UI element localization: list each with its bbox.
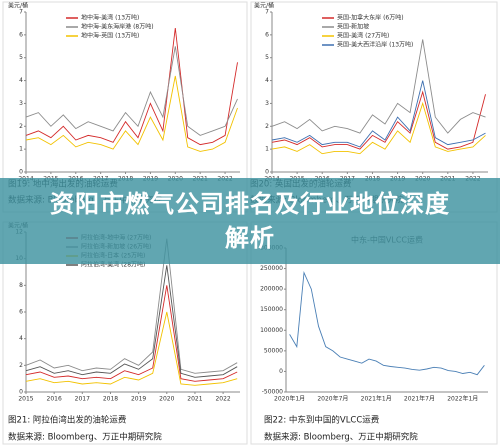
- legend-label: 阿拉伯湾-美湾 (28万吨): [81, 261, 145, 269]
- series-line: [271, 80, 486, 148]
- y-tick-label: 1: [265, 146, 269, 153]
- source: 数据来源: Bloomberg、万正中期研究院: [8, 432, 162, 443]
- caption: 图22: 中东到中国的VLCC运费: [264, 415, 380, 426]
- source: 数据来源: Bloomberg、万正中期研究院: [264, 432, 418, 443]
- x-tick-label: 2020年1月: [274, 395, 305, 403]
- y-tick-label: 7: [265, 9, 269, 16]
- y-tick-label: 3: [265, 100, 269, 107]
- y-tick-label: 100000: [260, 327, 283, 334]
- series-line: [25, 46, 238, 136]
- y-tick-label: 0: [19, 169, 23, 176]
- x-tick-label: 2019: [131, 396, 146, 403]
- x-tick-label: 2021年7月: [404, 395, 435, 403]
- y-tick-label: 2: [19, 123, 23, 130]
- y-tick-label: 7: [19, 9, 23, 16]
- y-axis-label: 美元/桶: [8, 2, 28, 10]
- x-tick-label: 2020年7月: [317, 395, 348, 403]
- legend-label: 地中海-美东海岸港 (8万吨): [81, 23, 154, 31]
- y-tick-label: 3: [19, 100, 23, 107]
- y-tick-label: 150000: [260, 306, 283, 313]
- caption: 图21: 阿拉伯湾出发的油轮运费: [8, 415, 127, 426]
- series-line: [25, 27, 238, 146]
- banner: 资阳市燃气公司排名及行业地位深度解析: [0, 178, 500, 264]
- series-line: [289, 270, 485, 376]
- series-line: [271, 90, 486, 150]
- series-line: [271, 39, 486, 134]
- y-tick-label: 4: [19, 335, 23, 342]
- legend-label: 地中海-英国 (13万吨): [81, 32, 139, 40]
- y-tick-label: 0: [19, 389, 23, 396]
- x-tick-label: 2018: [103, 396, 118, 403]
- y-tick-label: 200000: [260, 286, 283, 293]
- y-tick-label: 250000: [260, 265, 283, 272]
- y-tick-label: 4: [265, 77, 269, 84]
- x-tick-label: 2021: [187, 396, 202, 403]
- series-line: [25, 311, 238, 386]
- series-line: [25, 238, 238, 374]
- y-tick-label: 0: [265, 169, 269, 176]
- x-tick-label: 2022: [215, 396, 230, 403]
- x-tick-label: 2020: [159, 396, 174, 403]
- x-tick-label: 2021年1月: [361, 395, 392, 403]
- y-tick-label: 2: [265, 123, 269, 130]
- series-line: [25, 285, 238, 382]
- y-tick-label: 5: [265, 54, 269, 61]
- y-axis-label: 美元/桶: [254, 2, 274, 10]
- legend-label: 英国-美大西洋沿岸 (13万吨): [337, 41, 413, 49]
- legend-label: 地中海-美湾 (13万吨): [81, 14, 139, 22]
- x-tick-label: 2017: [75, 396, 90, 403]
- y-tick-label: 6: [19, 31, 23, 38]
- y-tick-label: 4: [19, 77, 23, 84]
- y-tick-label: 2: [19, 362, 23, 369]
- x-tick-label: 2015: [18, 396, 33, 403]
- y-tick-label: 6: [265, 31, 269, 38]
- series-line: [271, 101, 486, 155]
- series-line: [25, 265, 238, 378]
- y-tick-label: 8: [19, 282, 23, 289]
- x-tick-label: 2016: [47, 396, 62, 403]
- series-line: [25, 75, 238, 152]
- legend-label: 英国-加拿大东岸 (6万吨): [337, 14, 404, 22]
- y-tick-label: 5: [19, 54, 23, 61]
- y-tick-label: 6: [19, 309, 23, 316]
- y-tick-label: 1: [19, 146, 23, 153]
- banner-title: 资阳市燃气公司排名及行业地位深度解析: [50, 190, 450, 252]
- y-tick-label: 50000: [264, 347, 283, 354]
- legend-label: 英国-新加坡: [337, 23, 369, 31]
- legend-label: 英国-美湾 (27万吨): [337, 32, 389, 40]
- x-tick-label: 2022年1月: [447, 395, 478, 403]
- y-tick-label: -50000: [262, 389, 283, 396]
- y-tick-label: 0: [279, 368, 283, 375]
